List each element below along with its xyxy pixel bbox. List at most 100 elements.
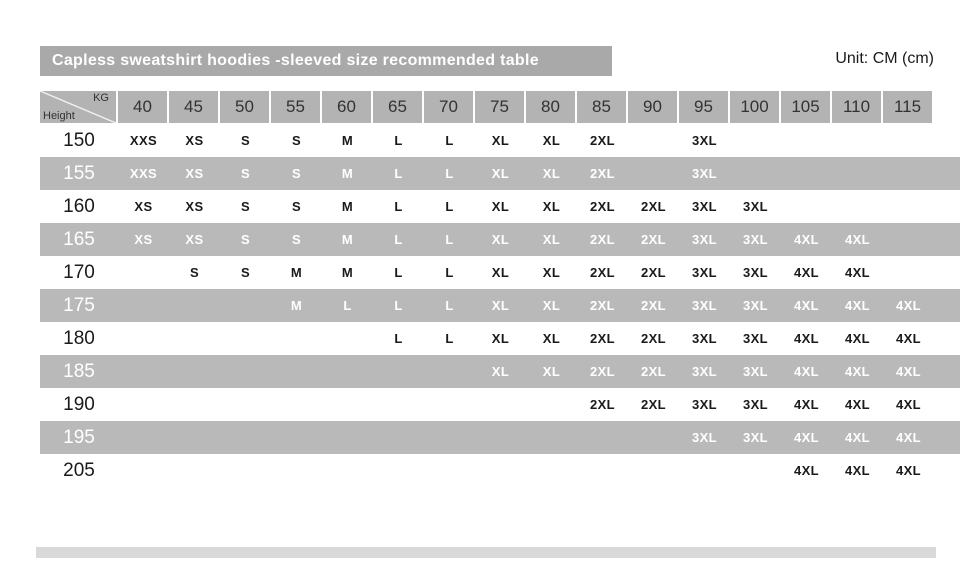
size-cell: XL: [491, 298, 510, 313]
height-label: 195: [63, 426, 95, 448]
size-cell: M: [341, 199, 354, 214]
size-cell: 2XL: [589, 298, 616, 313]
size-cell: 3XL: [691, 265, 718, 280]
size-cell: 4XL: [895, 298, 922, 313]
size-cell: S: [240, 199, 251, 214]
size-cell: 4XL: [895, 364, 922, 379]
size-cell: S: [189, 265, 200, 280]
size-cell: XXS: [129, 133, 158, 148]
size-cell: XS: [134, 232, 153, 247]
size-cell: 3XL: [742, 232, 769, 247]
size-cell: L: [394, 331, 403, 346]
size-cell: 4XL: [793, 364, 820, 379]
size-cell: 3XL: [691, 331, 718, 346]
size-cell: S: [291, 199, 302, 214]
size-cell: L: [445, 199, 454, 214]
size-cell: 3XL: [742, 430, 769, 445]
weight-header-110: 110: [832, 91, 883, 123]
size-cell: 3XL: [691, 397, 718, 412]
size-cell: L: [394, 166, 403, 181]
size-cell: 4XL: [793, 331, 820, 346]
size-cell: 3XL: [742, 397, 769, 412]
height-label: 190: [63, 393, 95, 415]
height-label: 155: [63, 162, 95, 184]
height-label: 170: [63, 261, 95, 283]
size-cell: 4XL: [793, 232, 820, 247]
size-cell: 2XL: [640, 364, 667, 379]
size-cell: 2XL: [640, 199, 667, 214]
size-cell: L: [394, 265, 403, 280]
corner-kg-label: KG: [93, 92, 109, 104]
diagonal-divider-line: [40, 91, 116, 123]
size-cell: S: [240, 265, 251, 280]
size-cell: 4XL: [793, 463, 820, 478]
size-cell: 4XL: [844, 397, 871, 412]
size-cell: XL: [542, 298, 561, 313]
size-cell: 4XL: [895, 331, 922, 346]
weight-header-40: 40: [118, 91, 169, 123]
height-label: 150: [63, 129, 95, 151]
table-row-height-180: 180 L L XL XL 2XL 2XL 3XL 3XL 4XL 4XL 4XL: [40, 322, 960, 355]
weight-header-80: 80: [526, 91, 577, 123]
table-row-height-205: 205 4XL 4XL 4XL: [40, 454, 960, 487]
weight-header-60: 60: [322, 91, 373, 123]
size-cell: 2XL: [589, 232, 616, 247]
size-cell: 2XL: [640, 331, 667, 346]
weight-header-75: 75: [475, 91, 526, 123]
weight-header-45: 45: [169, 91, 220, 123]
size-cell: L: [394, 199, 403, 214]
size-cell: 4XL: [895, 430, 922, 445]
size-cell: XL: [542, 331, 561, 346]
weight-header-50: 50: [220, 91, 271, 123]
size-cell: XS: [185, 133, 204, 148]
table-row-height-190: 190 2XL 2XL 3XL 3XL 4XL 4XL 4XL: [40, 388, 960, 421]
weight-header-90: 90: [628, 91, 679, 123]
size-cell: 3XL: [742, 298, 769, 313]
height-label: 165: [63, 228, 95, 250]
size-cell: XL: [491, 199, 510, 214]
size-cell: XL: [542, 166, 561, 181]
height-label: 185: [63, 360, 95, 382]
size-cell: 2XL: [640, 232, 667, 247]
size-cell: L: [445, 331, 454, 346]
size-cell: 3XL: [691, 430, 718, 445]
size-cell: 4XL: [844, 298, 871, 313]
weight-header-55: 55: [271, 91, 322, 123]
bottom-divider-strip: [36, 547, 936, 558]
size-cell: 2XL: [589, 331, 616, 346]
size-cell: 4XL: [793, 397, 820, 412]
size-cell: XL: [542, 133, 561, 148]
size-cell: 3XL: [742, 364, 769, 379]
size-cell: 2XL: [640, 397, 667, 412]
size-cell: 2XL: [589, 166, 616, 181]
size-cell: 4XL: [844, 232, 871, 247]
size-cell: 3XL: [742, 199, 769, 214]
size-cell: XL: [542, 265, 561, 280]
table-row-height-175: 175 M L L L XL XL 2XL 2XL 3XL 3XL 4XL 4XL 4XL: [40, 289, 960, 322]
size-cell: 2XL: [589, 199, 616, 214]
table-row-height-155: 155 XXS XS S S M L L XL XL 2XL 3XL: [40, 157, 960, 190]
size-cell: M: [341, 265, 354, 280]
height-label: 160: [63, 195, 95, 217]
size-cell: S: [291, 166, 302, 181]
size-cell: XXS: [129, 166, 158, 181]
height-label: 205: [63, 459, 95, 481]
table-row-height-165: 165 XS XS S S M L L XL XL 2XL 2XL 3XL 3XL 4XL 4XL: [40, 223, 960, 256]
height-label: 175: [63, 294, 95, 316]
size-cell: XL: [491, 331, 510, 346]
weight-header-105: 105: [781, 91, 832, 123]
table-title: Capless sweatshirt hoodies -sleeved size…: [40, 46, 612, 76]
size-cell: XS: [134, 199, 153, 214]
size-cell: 4XL: [793, 298, 820, 313]
weight-header-115: 115: [883, 91, 934, 123]
size-cell: S: [291, 232, 302, 247]
size-table: KG Height 40 45 50 55 60 65 70 75 80 85 90 95 100 105…: [40, 90, 960, 487]
size-cell: 2XL: [589, 364, 616, 379]
size-cell: XL: [491, 232, 510, 247]
size-cell: 3XL: [691, 133, 718, 148]
weight-header-95: 95: [679, 91, 730, 123]
size-cell: M: [290, 298, 303, 313]
size-cell: S: [291, 133, 302, 148]
size-cell: S: [240, 133, 251, 148]
